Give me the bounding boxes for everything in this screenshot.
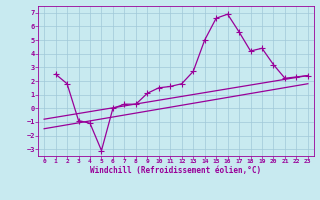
X-axis label: Windchill (Refroidissement éolien,°C): Windchill (Refroidissement éolien,°C) <box>91 166 261 175</box>
